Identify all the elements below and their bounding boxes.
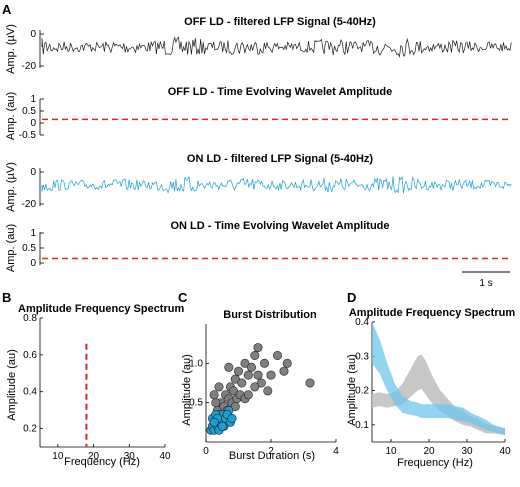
xtick-label: 20 — [423, 446, 435, 457]
ytick-label: 1 — [30, 228, 36, 239]
scatter-point-off — [243, 390, 253, 400]
scatter-point-off — [214, 382, 224, 392]
xtick-label: 30 — [124, 451, 136, 462]
panel-label-c: C — [178, 290, 188, 305]
title-off-lfp: OFF LD - filtered LFP Signal (5-40Hz) — [184, 16, 376, 28]
band-off — [372, 354, 505, 436]
ylabel-on-lfp: Amp. (µV) — [5, 162, 17, 212]
panel-label-b: B — [2, 290, 11, 305]
scatter-point-off — [253, 343, 263, 353]
ytick-label: 0 — [30, 167, 36, 178]
ytick-label: 0.5 — [22, 106, 36, 117]
scatter-point-on — [217, 421, 227, 431]
ytick-label: -0.5 — [19, 130, 37, 141]
ytick-label: 0.2 — [355, 386, 369, 397]
scatter-point-off — [224, 362, 234, 372]
xlabel-c: Burst Duration (s) — [229, 450, 315, 462]
scatter-point-off — [229, 386, 239, 396]
ytick-label: 0.4 — [355, 317, 369, 328]
xtick-label: 10 — [52, 451, 64, 462]
xtick-label: 40 — [499, 446, 511, 457]
xtick-label: 10 — [385, 446, 397, 457]
scatter-point-off — [240, 358, 250, 368]
ytick-label: 0.3 — [355, 351, 369, 362]
scatter-point-off — [230, 374, 240, 384]
xtick-label: 0 — [203, 446, 209, 457]
title-on-wavelet: ON LD - Time Evolving Wavelet Amplitude — [170, 220, 389, 232]
axes-b: 10 20 30 40 0.2 0.4 0.6 0.8 — [23, 313, 171, 462]
ylabel-on-wavelet: Amp. (au) — [5, 224, 17, 272]
ytick-label: 0 — [30, 118, 36, 129]
ytick-label: 1.0 — [189, 358, 203, 369]
title-on-lfp: ON LD - filtered LFP Signal (5-40Hz) — [187, 153, 374, 165]
scatter-point-off — [266, 370, 276, 380]
scatter-point-off — [259, 358, 269, 368]
ytick-label: 0 — [30, 258, 36, 269]
scatter-point-on — [227, 413, 237, 423]
ytick-label: 0.6 — [23, 350, 37, 361]
trace-on-lfp — [41, 175, 512, 194]
scatter-point-off — [247, 362, 257, 372]
panel-label-d: D — [347, 290, 356, 305]
xtick-label: 30 — [461, 446, 473, 457]
scatter-point-off — [250, 350, 260, 360]
ytick-label: 1 — [30, 94, 36, 105]
ytick-label: -20 — [22, 61, 37, 72]
ytick-label: 0.1 — [355, 420, 369, 431]
scatter-point-off — [305, 378, 315, 388]
axes-d: 10 20 30 40 0.1 0.2 0.3 0.4 — [355, 317, 511, 457]
scatter-point-off — [279, 366, 289, 376]
title-c: Burst Distribution — [223, 309, 317, 321]
scatter-point-off — [263, 386, 273, 396]
scatter-point-off — [234, 366, 244, 376]
ytick-label: 0.5 — [189, 398, 203, 409]
xlabel-d: Frequency (Hz) — [397, 457, 473, 469]
ytick-label: 0.5 — [22, 243, 36, 254]
scatter-point-off — [237, 378, 247, 388]
scatter-point-off — [256, 378, 266, 388]
ytick-label: -20 — [22, 199, 37, 210]
title-off-wavelet: OFF LD - Time Evolving Wavelet Amplitude — [168, 86, 393, 98]
scatter-point-off — [211, 398, 221, 408]
xtick-label: 20 — [88, 451, 100, 462]
axes-c: 0 2 4 0.5 1.0 — [189, 324, 339, 457]
scatter-point-off — [243, 370, 253, 380]
title-b: Amplitude Frequency Spectrum — [18, 303, 184, 315]
panel-label-a: A — [2, 2, 12, 17]
ytick-label: 0.4 — [23, 387, 37, 398]
scatter-point-off — [230, 402, 240, 412]
xtick-label: 4 — [333, 446, 339, 457]
ytick-label: 0 — [30, 29, 36, 40]
ytick-label: 0.2 — [23, 424, 37, 435]
scatter-point-off — [282, 358, 292, 368]
xtick-label: 2 — [268, 446, 274, 457]
scatter-point-off — [253, 370, 263, 380]
ylabel-off-lfp: Amp. (µV) — [5, 24, 17, 74]
scatter-point-on — [209, 417, 219, 427]
scatter-point-off — [250, 382, 260, 392]
ylabel-c: Amplitude (au) — [181, 354, 193, 426]
trace-off-lfp — [41, 36, 512, 58]
xlabel-b: Frequency (Hz) — [64, 456, 140, 468]
ylabel-off-wavelet: Amp. (au) — [5, 92, 17, 140]
scatter-point-off — [272, 350, 282, 360]
ytick-label: 0.8 — [23, 313, 37, 324]
band-on — [372, 322, 505, 436]
scalebar-label: 1 s — [479, 278, 492, 289]
title-d: Amplitude Frequency Spectrum — [349, 307, 515, 319]
ylabel-b: Amplitude (au) — [6, 349, 18, 421]
scatter-point-off — [209, 390, 219, 400]
xtick-label: 40 — [159, 451, 171, 462]
ylabel-d: Amplitude (au) — [346, 354, 358, 426]
